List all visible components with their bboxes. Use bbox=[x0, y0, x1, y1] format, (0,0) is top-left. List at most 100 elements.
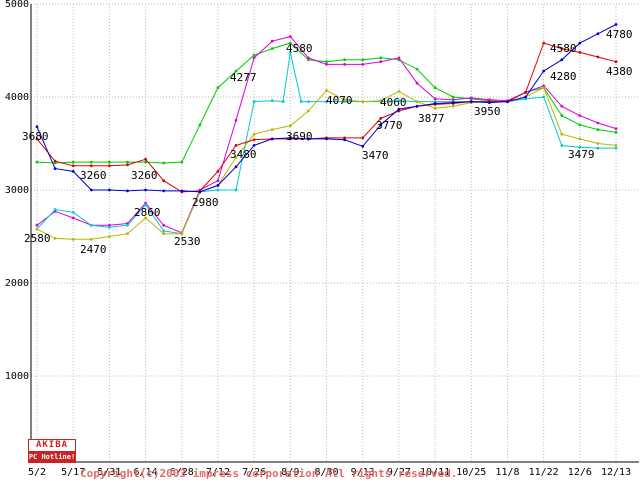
x-tick-label-12/6: 12/6 bbox=[568, 467, 592, 478]
series-point-blue bbox=[53, 167, 57, 171]
series-point-blue bbox=[234, 165, 238, 169]
series-point-magenta bbox=[397, 56, 401, 60]
series-point-magenta bbox=[469, 96, 473, 100]
series-point-magenta bbox=[578, 114, 582, 117]
annotation-4277: 4277 bbox=[230, 71, 257, 84]
series-point-cyan bbox=[108, 225, 111, 229]
series-point-blue bbox=[216, 184, 220, 187]
annotation-4060: 4060 bbox=[380, 96, 407, 109]
series-point-olive bbox=[397, 90, 401, 93]
annotation-3950: 3950 bbox=[474, 105, 501, 118]
series-point-red bbox=[53, 159, 57, 163]
annotation-2530: 2530 bbox=[174, 235, 201, 248]
series-point-olive bbox=[596, 142, 600, 145]
x-tick-label-6/14: 6/14 bbox=[134, 467, 158, 478]
series-point-blue bbox=[542, 69, 546, 73]
x-tick-label-11/8: 11/8 bbox=[495, 467, 519, 478]
series-point-green bbox=[144, 160, 148, 164]
series-point-blue bbox=[433, 102, 437, 105]
series-point-olive bbox=[614, 144, 618, 147]
annotation-4070: 4070 bbox=[326, 94, 353, 107]
series-point-magenta bbox=[325, 63, 328, 66]
series-point-magenta bbox=[270, 39, 274, 43]
x-tick-label-9/27: 9/27 bbox=[387, 467, 411, 478]
series-point-cyan bbox=[578, 145, 582, 149]
series-point-red bbox=[234, 144, 238, 147]
annotation-3770: 3770 bbox=[376, 119, 403, 132]
series-point-blue bbox=[397, 107, 401, 111]
series-point-olive bbox=[343, 98, 346, 102]
series-point-olive bbox=[451, 104, 455, 108]
series-point-cyan bbox=[270, 99, 274, 103]
series-point-blue bbox=[180, 189, 184, 193]
series-point-green bbox=[288, 41, 292, 45]
series-point-blue bbox=[126, 189, 129, 193]
series-point-green bbox=[198, 123, 202, 127]
series-point-green bbox=[89, 160, 93, 164]
series-point-blue bbox=[379, 123, 383, 127]
copyright-line-1: Copyright(c)2003 impress corporation All… bbox=[80, 467, 458, 480]
y-tick-label-4000: 4000 bbox=[5, 92, 29, 103]
series-point-green bbox=[126, 160, 129, 164]
annotation-3877: 3877 bbox=[418, 112, 445, 125]
series-point-blue bbox=[578, 41, 582, 45]
series-point-olive bbox=[415, 100, 419, 103]
series-point-cyan bbox=[397, 99, 401, 103]
series-point-blue bbox=[451, 101, 455, 104]
series-point-red bbox=[108, 164, 111, 168]
series-point-magenta bbox=[596, 121, 600, 125]
series-point-olive bbox=[144, 216, 148, 220]
series-point-cyan bbox=[252, 100, 256, 103]
annotation-3479: 3479 bbox=[568, 148, 595, 161]
series-point-magenta bbox=[162, 223, 166, 227]
akiba-logo: AKIBA PC Hotline! bbox=[28, 439, 76, 463]
series-point-cyan bbox=[614, 146, 618, 150]
series-point-blue bbox=[415, 104, 419, 108]
series-point-blue bbox=[560, 58, 564, 62]
series-point-magenta bbox=[379, 60, 383, 64]
series-point-green bbox=[451, 95, 455, 99]
series-point-green bbox=[270, 47, 274, 50]
x-tick-label-8/30: 8/30 bbox=[314, 467, 338, 478]
series-point-magenta bbox=[614, 127, 618, 130]
series-point-olive bbox=[234, 156, 238, 159]
series-point-green bbox=[361, 58, 365, 62]
series-point-red bbox=[524, 91, 527, 94]
series-point-red bbox=[560, 47, 564, 50]
series-point-blue bbox=[307, 137, 310, 141]
series-point-green bbox=[433, 86, 437, 90]
x-tick-label-9/13: 9/13 bbox=[351, 467, 375, 478]
series-point-olive bbox=[307, 109, 310, 113]
annotation-4380: 4380 bbox=[606, 65, 633, 78]
x-tick-label-5/31: 5/31 bbox=[97, 467, 121, 478]
series-point-blue bbox=[596, 32, 600, 36]
series-point-magenta bbox=[35, 223, 39, 227]
series-point-olive bbox=[71, 237, 75, 241]
series-point-blue bbox=[108, 188, 111, 192]
series-point-olive bbox=[379, 99, 383, 103]
annotation-3260: 3260 bbox=[80, 169, 107, 182]
series-point-magenta bbox=[307, 56, 310, 60]
series-point-red bbox=[126, 163, 129, 167]
series-point-olive bbox=[560, 132, 564, 136]
series-point-cyan bbox=[71, 210, 75, 214]
series-point-green bbox=[234, 69, 238, 73]
y-tick-label-1000: 1000 bbox=[5, 371, 29, 382]
series-point-red bbox=[379, 117, 383, 120]
series-point-blue bbox=[361, 144, 365, 148]
series-point-red bbox=[89, 164, 93, 168]
annotation-2580: 2580 bbox=[24, 232, 51, 245]
series-point-green bbox=[162, 161, 166, 165]
series-point-red bbox=[162, 179, 166, 183]
series-point-blue bbox=[270, 137, 274, 141]
series-point-cyan bbox=[162, 229, 166, 233]
series-point-olive bbox=[542, 86, 546, 90]
x-tick-label-10/25: 10/25 bbox=[456, 467, 486, 478]
series-point-cyan bbox=[288, 51, 292, 54]
series-point-red bbox=[144, 157, 148, 161]
series-point-red bbox=[596, 55, 600, 59]
series-point-blue bbox=[71, 170, 75, 173]
series-point-green bbox=[379, 56, 383, 60]
